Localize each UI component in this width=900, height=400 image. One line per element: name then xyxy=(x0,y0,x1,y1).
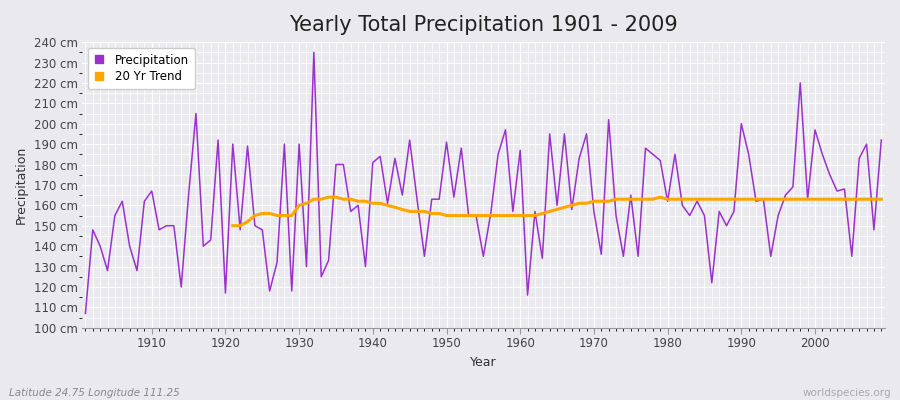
Precipitation xyxy=(515,148,526,153)
Y-axis label: Precipitation: Precipitation xyxy=(15,146,28,224)
20 Yr Trend xyxy=(309,197,320,202)
20 Yr Trend xyxy=(566,203,577,208)
Precipitation xyxy=(610,213,621,218)
20 Yr Trend xyxy=(293,203,304,208)
Precipitation xyxy=(80,311,91,316)
20 Yr Trend xyxy=(323,195,334,200)
Line: Precipitation: Precipitation xyxy=(86,52,881,314)
X-axis label: Year: Year xyxy=(470,356,497,369)
Text: worldspecies.org: worldspecies.org xyxy=(803,388,891,398)
20 Yr Trend xyxy=(876,197,886,202)
20 Yr Trend xyxy=(485,213,496,218)
Precipitation xyxy=(309,50,320,55)
Precipitation xyxy=(876,138,886,142)
Title: Yearly Total Precipitation 1901 - 2009: Yearly Total Precipitation 1901 - 2009 xyxy=(289,15,678,35)
Precipitation xyxy=(139,199,149,204)
Precipitation xyxy=(302,264,312,269)
20 Yr Trend xyxy=(228,223,238,228)
Text: Latitude 24.75 Longitude 111.25: Latitude 24.75 Longitude 111.25 xyxy=(9,388,180,398)
Line: 20 Yr Trend: 20 Yr Trend xyxy=(233,197,881,226)
20 Yr Trend xyxy=(810,197,821,202)
Precipitation xyxy=(353,203,364,208)
Legend: Precipitation, 20 Yr Trend: Precipitation, 20 Yr Trend xyxy=(87,48,194,89)
Precipitation xyxy=(522,293,533,298)
20 Yr Trend xyxy=(367,201,378,206)
